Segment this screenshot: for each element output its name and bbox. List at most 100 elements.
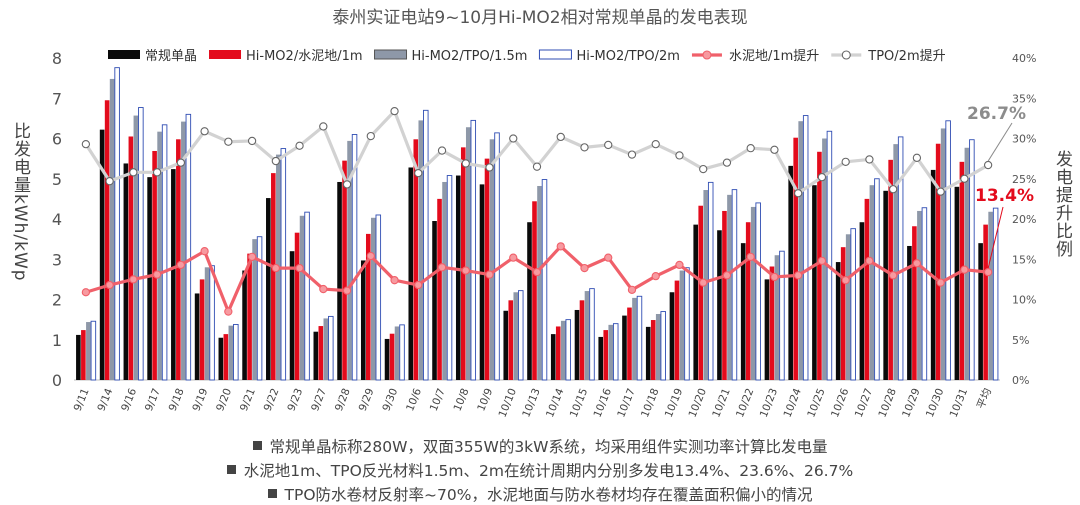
line-point1 — [81, 288, 91, 297]
bar-series4 — [897, 136, 904, 381]
line-point2 — [437, 146, 447, 155]
line-point2 — [580, 143, 589, 152]
bar-series2 — [840, 247, 846, 380]
y-tick-label: 7 — [52, 89, 62, 108]
bar-series2 — [460, 147, 466, 380]
bar-series1 — [907, 245, 912, 380]
y2-tick-label: 20% — [1012, 213, 1036, 226]
x-tick-label: 9/29 — [357, 387, 377, 413]
line-point2 — [841, 157, 850, 166]
bar-series2 — [247, 253, 252, 380]
line-point2 — [81, 139, 91, 149]
bar-series2 — [650, 320, 656, 380]
bar-series4 — [541, 179, 548, 381]
bar-series4 — [589, 288, 595, 381]
x-tick-label: 9/28 — [333, 387, 353, 413]
y2-tick-label: 35% — [1012, 92, 1036, 105]
line-point1 — [224, 307, 233, 316]
bar-series1 — [764, 279, 770, 381]
line-point2 — [129, 168, 138, 177]
x-tick-label: 10/26 — [829, 386, 852, 419]
legend-label-1: 常规单晶 — [145, 49, 197, 64]
bar-series3 — [774, 255, 780, 380]
bar-series4 — [921, 207, 928, 381]
x-tick-label: 10/25 — [805, 387, 827, 420]
y-tick-label: 3 — [52, 250, 62, 269]
line-point2 — [247, 136, 257, 146]
line-point1 — [865, 256, 874, 266]
line-point1 — [936, 278, 945, 287]
line-point2 — [936, 187, 945, 196]
line-point2 — [770, 145, 779, 154]
x-tick-label: 10/19 — [663, 387, 685, 420]
bar-series3 — [560, 320, 566, 380]
bar-series2 — [864, 198, 870, 381]
legend-label-6: TPO/2m提升 — [867, 48, 945, 64]
line-point2 — [461, 159, 470, 168]
legend-marker-5 — [702, 50, 712, 60]
line-point1 — [627, 285, 637, 294]
chart-title: 泰州实证电站9~10月Hi-MO2相对常规单晶的发电表现 — [332, 8, 748, 28]
bar-series2 — [603, 330, 609, 380]
bar-series3 — [869, 185, 875, 380]
bar-series2 — [508, 300, 514, 380]
line-point2 — [983, 160, 993, 170]
bar-series4 — [731, 189, 738, 381]
x-tick-label: 10/15 — [568, 387, 590, 420]
line-point1 — [342, 286, 352, 295]
bar-series1 — [812, 185, 817, 380]
bar-series2 — [342, 160, 347, 380]
line-point1 — [390, 276, 399, 285]
bar-series4 — [945, 120, 951, 381]
bar-series4 — [328, 315, 334, 381]
y-tick-label: 0 — [52, 371, 62, 390]
legend-label-2: Hi-MO2/水泥地/1m — [246, 49, 363, 64]
line-point2 — [366, 131, 375, 141]
bar-series4 — [850, 228, 856, 381]
line-point2 — [604, 140, 613, 150]
x-tick-label: 10/6 — [404, 386, 424, 413]
bar-series3 — [655, 313, 661, 380]
bar-series3 — [204, 267, 210, 380]
bar-series4 — [256, 236, 263, 381]
legend-swatch-4 — [538, 49, 572, 60]
bar-series3 — [465, 127, 471, 380]
bar-series2 — [271, 173, 276, 380]
x-tick-label: 9/18 — [167, 387, 187, 413]
bar-series1 — [598, 336, 604, 380]
x-tick-label: 10/16 — [592, 386, 615, 419]
bar-series3 — [228, 325, 234, 380]
line-point2 — [889, 185, 898, 194]
line-point1 — [889, 271, 898, 280]
y-tick-label: 1 — [52, 331, 62, 350]
bar-series4 — [280, 148, 287, 381]
line-point2 — [224, 137, 233, 146]
y2-axis-label: 发电提升比例 — [1052, 150, 1072, 258]
line-point2 — [509, 134, 518, 143]
x-tick-label: 9/16 — [119, 386, 139, 413]
bar-series3 — [418, 120, 424, 380]
bar-series2 — [294, 232, 300, 380]
bar-series4 — [185, 113, 192, 381]
bar-series1 — [123, 163, 129, 380]
bar-series3 — [893, 144, 898, 380]
line-point1 — [699, 278, 708, 287]
y2-tick-label: 0% — [1012, 374, 1029, 387]
bar-series1 — [218, 337, 224, 380]
line-point2 — [532, 162, 542, 171]
bar-series4 — [612, 323, 619, 381]
line-point1 — [794, 271, 803, 280]
bar-series3 — [133, 115, 139, 380]
x-tick-label: 10/18 — [639, 387, 661, 420]
line-point1 — [580, 263, 589, 273]
bullet-square-icon — [252, 441, 262, 450]
bar-series3 — [442, 181, 447, 380]
line-point1 — [247, 252, 257, 261]
y2-tick-label: 10% — [1012, 294, 1036, 307]
line-point1 — [746, 252, 755, 261]
bar-series4 — [446, 175, 453, 381]
legend-marker-6 — [841, 50, 851, 60]
y2-tick-label: 40% — [1012, 52, 1036, 65]
bar-series3 — [727, 194, 732, 380]
